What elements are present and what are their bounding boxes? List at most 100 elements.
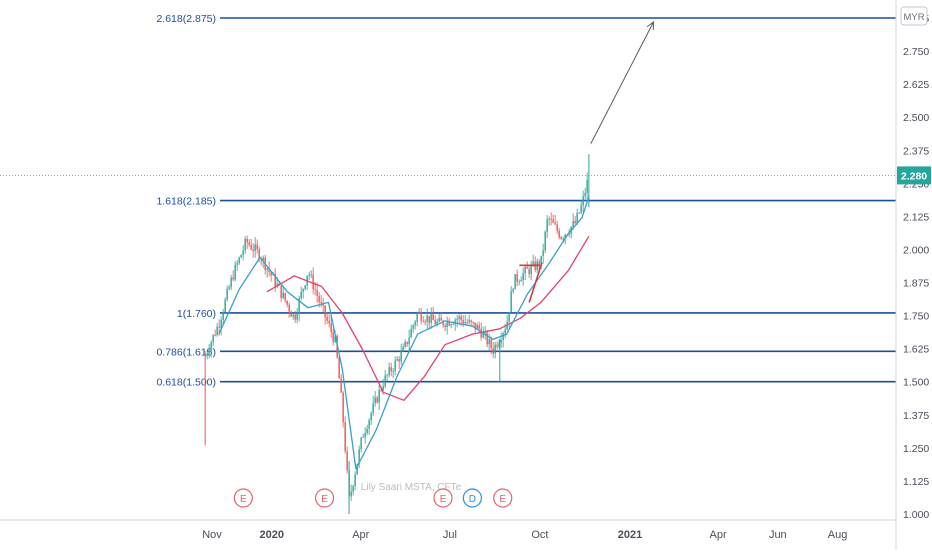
candle-body: [488, 339, 490, 345]
candle-body: [376, 397, 378, 403]
candle-body: [556, 224, 558, 231]
candle-body: [386, 374, 388, 376]
candle-body: [220, 320, 222, 328]
candle-body: [230, 277, 232, 288]
candle-body: [548, 218, 550, 220]
candle-body: [412, 325, 414, 329]
y-tick-label: 2.000: [903, 244, 929, 256]
candle-body: [576, 212, 578, 224]
candle-body: [212, 334, 214, 343]
candle-body: [370, 413, 372, 421]
candle-body: [326, 317, 328, 321]
candle-body: [284, 292, 286, 301]
last-price-label: 2.280: [901, 170, 927, 182]
candle-body: [244, 238, 246, 251]
candle-body: [458, 316, 460, 320]
candle-body: [582, 196, 584, 206]
candle-body: [364, 432, 366, 437]
event-marker[interactable]: [433, 488, 453, 508]
candle-body: [424, 321, 426, 323]
candle-body: [384, 375, 386, 387]
candle-body: [402, 346, 404, 352]
candle-body: [532, 261, 534, 266]
candle-body: [342, 392, 344, 423]
event-marker[interactable]: [493, 488, 513, 508]
candle-body: [260, 259, 262, 261]
event-marker-label: E: [440, 494, 447, 505]
candle-body: [352, 485, 354, 492]
candle-body: [410, 328, 412, 338]
candle-body: [428, 315, 430, 323]
candle-body: [504, 329, 506, 334]
moving-averages: [218, 196, 590, 470]
candle-body: [524, 266, 526, 274]
x-tick-label: Apr: [710, 529, 727, 541]
candle-body: [558, 230, 560, 238]
candle-body: [392, 371, 394, 372]
candle-body: [554, 222, 556, 225]
event-marker[interactable]: [314, 488, 335, 508]
candle-body: [464, 322, 466, 324]
candle-body: [518, 281, 520, 283]
candle-body: [542, 250, 544, 256]
y-tick-label: 2.375: [903, 145, 929, 157]
candle-body: [514, 274, 516, 290]
candle-body: [310, 274, 312, 276]
event-marker[interactable]: [462, 488, 482, 508]
y-tick-label: 1.750: [903, 311, 929, 323]
candle-body: [460, 316, 462, 320]
last-price: 2.280: [0, 166, 931, 185]
currency-label: MYR: [903, 12, 924, 23]
candle-body: [474, 322, 476, 330]
y-tick-label: 1.625: [903, 344, 929, 356]
candle-body: [404, 341, 406, 347]
candle-body: [294, 314, 296, 320]
y-tick-label: 2.125: [903, 211, 929, 223]
event-marker-label: D: [469, 494, 476, 505]
y-tick-label: 1.125: [903, 476, 929, 488]
candle-body: [356, 463, 358, 475]
fib-level-label: 1(1.760): [177, 308, 216, 320]
candlesticks: [204, 154, 590, 514]
candle-body: [380, 389, 382, 391]
candle-body: [226, 288, 228, 300]
candle-body: [430, 314, 432, 323]
candle-body: [452, 324, 454, 326]
fib-level-label: 0.786(1.615): [156, 346, 216, 358]
candle-body: [442, 320, 444, 326]
candle-body: [236, 263, 238, 265]
y-tick-label: 1.000: [903, 509, 929, 521]
candle-body: [390, 367, 392, 372]
candle-body: [470, 320, 472, 322]
candle-body: [512, 289, 514, 292]
candle-body: [448, 320, 450, 326]
candle-body: [242, 250, 244, 255]
candle-body: [254, 244, 256, 251]
fib-level-label: 2.618(2.875): [156, 13, 216, 25]
candle-body: [240, 254, 242, 258]
candle-body: [544, 231, 546, 251]
candle-body: [466, 322, 468, 323]
candle-body: [468, 320, 470, 323]
candle-body: [440, 317, 442, 321]
candle-body: [434, 320, 436, 325]
candle-body: [218, 326, 220, 328]
candle-body: [330, 323, 332, 333]
event-marker[interactable]: [233, 488, 253, 508]
candle-body: [394, 360, 396, 372]
projection-arrow-head: [646, 20, 655, 30]
candle-body: [388, 367, 390, 375]
candle-body: [530, 265, 532, 274]
candle-body: [296, 313, 298, 320]
last-price-badge: [897, 166, 931, 185]
candle-body: [320, 301, 322, 303]
candle-body: [478, 325, 480, 329]
x-tick-label: 2021: [618, 529, 642, 541]
candle-body: [420, 311, 422, 321]
event-marker-label: E: [240, 494, 247, 505]
candle-body: [372, 403, 374, 414]
candle-body: [498, 342, 500, 347]
